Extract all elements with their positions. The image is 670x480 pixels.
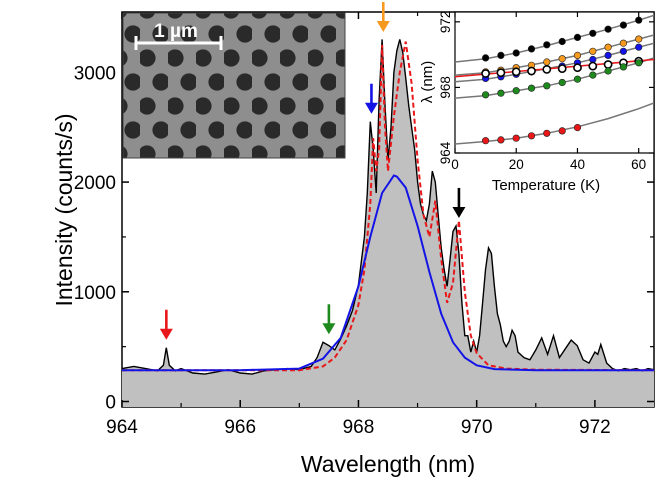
fit-curve-red-dashed — [122, 41, 654, 372]
inset-data-point — [497, 136, 505, 144]
peak-arrow — [322, 304, 336, 335]
y-axis-label: Intensity (counts/s) — [51, 113, 77, 306]
temperature-inset: 0 20 40 60 964 968 972 Temperature (K) λ (nm) — [419, 11, 655, 194]
inset-data-point — [497, 51, 505, 60]
x-tick-label: 964 — [106, 417, 138, 438]
inset-data-point — [512, 49, 520, 57]
inset-y-tick-label: 972 — [438, 11, 453, 34]
inset-data-point — [589, 71, 597, 79]
x-tick-label: 970 — [461, 417, 493, 438]
x-tick-label: 968 — [343, 417, 375, 438]
inset-data-point — [635, 16, 643, 24]
y-tick-label: 2000 — [74, 173, 116, 194]
inset-data-point — [604, 25, 612, 33]
inset-data-point — [542, 65, 552, 74]
inset-data-point — [619, 21, 628, 29]
inset-data-point — [496, 68, 506, 78]
inset-data-point — [589, 29, 597, 37]
inset-data-point — [573, 51, 582, 60]
inset-data-point — [603, 60, 613, 69]
inset-x-axis-label: Temperature (K) — [492, 177, 600, 194]
main-axes: 964 966 968 970 972 0 1000 2000 3000 — [74, 12, 654, 438]
inset-data-point — [635, 59, 643, 67]
inset-axes: 0 20 40 60 964 968 972 — [438, 11, 654, 172]
inset-data-point — [511, 67, 521, 77]
x-tick-label: 972 — [579, 417, 611, 438]
peak-arrow — [159, 309, 173, 340]
inset-data-point — [482, 137, 490, 145]
inset-data-point — [497, 89, 505, 97]
inset-data-point — [604, 51, 612, 60]
inset-y-tick-label: 964 — [438, 141, 453, 164]
inset-data-points — [481, 16, 644, 145]
y-tick-label: 3000 — [74, 63, 116, 84]
inset-data-point — [558, 55, 566, 63]
y-tick-label: 0 — [105, 393, 116, 414]
inset-data-point — [527, 132, 536, 140]
spectrum-fill-area — [122, 39, 654, 407]
inset-y-axis-label: λ (nm) — [419, 61, 436, 104]
sem-micrograph-inset: 1 µm — [122, 12, 346, 159]
x-tick-label: 966 — [224, 417, 256, 438]
inset-data-point — [573, 33, 582, 42]
inset-data-point — [619, 39, 628, 47]
peak-arrows — [159, 2, 466, 340]
inset-data-point — [557, 64, 567, 73]
inset-data-point — [573, 123, 582, 132]
inset-x-tick-label: 0 — [451, 157, 459, 172]
inset-data-point — [543, 58, 551, 66]
inset-data-point — [604, 43, 612, 51]
inset-data-point — [543, 41, 551, 49]
inset-data-point — [619, 47, 628, 55]
inset-data-point — [512, 87, 520, 95]
inset-data-point — [604, 67, 612, 75]
inset-data-point — [527, 84, 536, 92]
inset-data-point — [543, 129, 551, 137]
inset-data-point — [527, 66, 536, 76]
inset-data-point — [558, 78, 566, 87]
inset-data-point — [527, 45, 536, 53]
inset-x-tick-label: 20 — [509, 157, 524, 172]
inset-data-point — [512, 134, 520, 142]
inset-x-tick-label: 40 — [570, 157, 585, 172]
inset-data-point — [635, 43, 643, 51]
inset-data-point — [558, 127, 566, 135]
gaussian-background-curve — [122, 174, 654, 372]
inset-y-tick-label: 968 — [438, 76, 453, 99]
inset-data-point — [543, 82, 551, 90]
inset-data-point — [558, 37, 566, 46]
inset-x-tick-label: 60 — [631, 157, 646, 172]
inset-data-point — [635, 35, 643, 43]
inset-data-point — [573, 75, 582, 83]
peak-arrow — [452, 187, 466, 218]
inset-data-point — [481, 69, 490, 78]
peak-arrow — [364, 83, 378, 114]
inset-data-point — [482, 54, 490, 62]
inset-data-point — [619, 63, 628, 71]
inset-data-point — [589, 47, 597, 55]
inset-data-point — [573, 63, 582, 73]
y-tick-label: 1000 — [74, 283, 116, 304]
inset-data-point — [588, 61, 598, 71]
peak-arrow — [376, 2, 390, 32]
scale-bar-label: 1 µm — [154, 21, 198, 42]
x-axis-label: Wavelength (nm) — [301, 451, 475, 477]
inset-data-point — [482, 91, 490, 99]
